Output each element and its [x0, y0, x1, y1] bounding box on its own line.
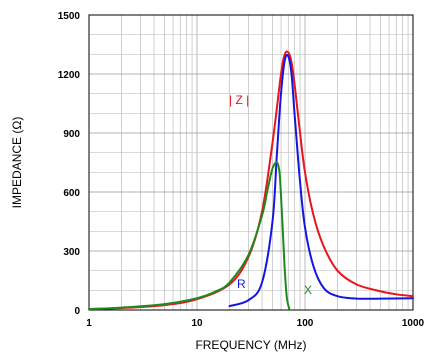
y-tick-label: 300	[63, 247, 80, 258]
series-lines	[88, 50, 414, 311]
y-tick-label: 1500	[58, 11, 81, 22]
x-tick-label: 100	[297, 318, 314, 329]
series-labels: | Z | R X	[229, 93, 312, 297]
x-tick-labels: 1 10 100 1000	[86, 318, 424, 329]
y-tick-label: 0	[74, 306, 80, 317]
r-series-label: R	[237, 277, 246, 291]
plot-grid	[89, 15, 413, 310]
x-tick-label: 1000	[402, 318, 425, 329]
x-axis-title: FREQUENCY (MHz)	[195, 338, 306, 352]
x-curve	[88, 161, 291, 311]
y-tick-label: 600	[63, 188, 80, 199]
x-series-label: X	[304, 283, 312, 297]
plot-frame	[88, 14, 414, 311]
x-tick-label: 1	[86, 318, 92, 329]
y-tick-label: 1200	[58, 70, 81, 81]
y-tick-labels: 0 300 600 900 1200 1500	[58, 11, 81, 317]
z-series-label: | Z |	[229, 93, 249, 107]
y-axis-title: IMPEDANCE (Ω)	[10, 117, 24, 209]
y-tick-label: 900	[63, 129, 80, 140]
x-tick-label: 10	[191, 318, 203, 329]
r-curve	[228, 53, 414, 308]
